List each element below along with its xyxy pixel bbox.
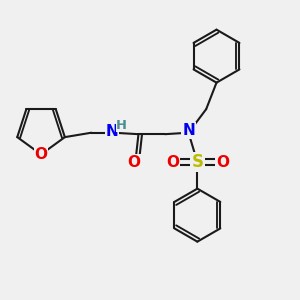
Text: H: H <box>116 119 127 132</box>
Text: N: N <box>182 123 195 138</box>
Text: O: O <box>216 155 229 170</box>
Text: N: N <box>106 124 118 139</box>
Text: O: O <box>34 147 48 162</box>
Text: S: S <box>191 153 203 171</box>
Text: O: O <box>128 155 141 170</box>
Text: O: O <box>166 155 179 170</box>
